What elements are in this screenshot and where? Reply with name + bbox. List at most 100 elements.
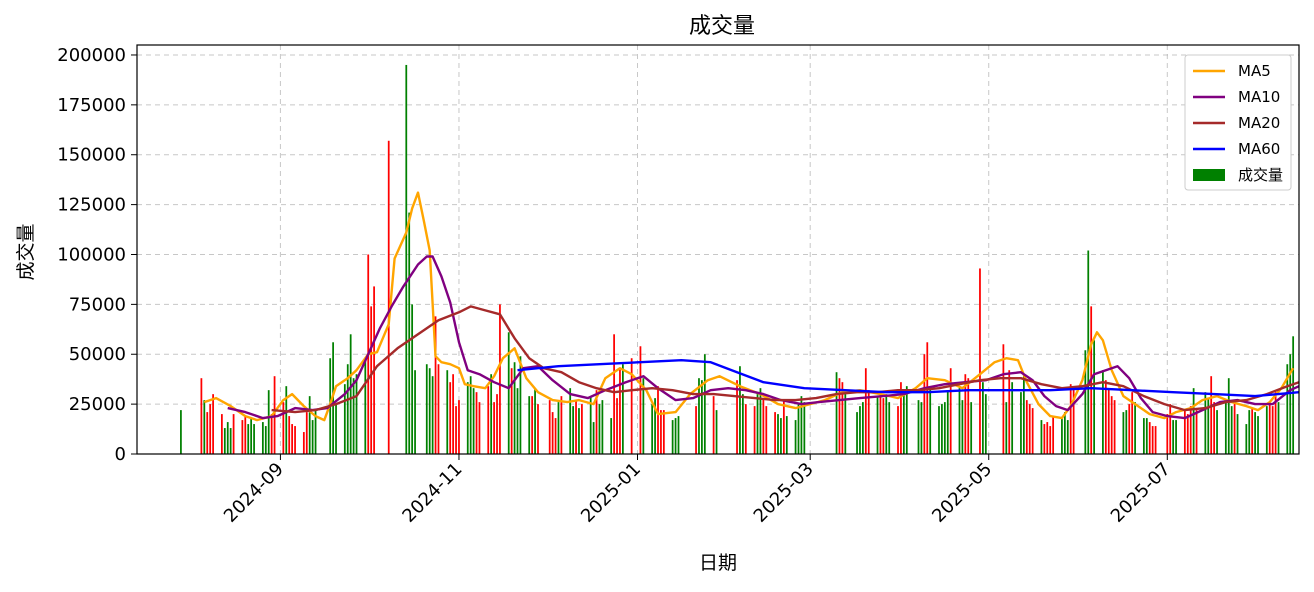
volume-bar	[1002, 344, 1005, 454]
volume-bar	[270, 414, 273, 454]
volume-bar	[335, 404, 337, 454]
volume-bar	[774, 412, 776, 454]
volume-bar	[223, 428, 226, 454]
volume-bar	[548, 400, 551, 454]
volume-bar	[1020, 392, 1022, 454]
volume-bar	[452, 374, 454, 454]
volume-bar	[879, 392, 882, 454]
volume-bar	[581, 404, 583, 454]
volume-bar	[405, 64, 408, 454]
volume-bar	[1022, 374, 1025, 454]
volume-bar	[232, 414, 235, 454]
volume-bar	[554, 418, 557, 454]
volume-bar	[660, 410, 662, 454]
volume-bar	[1066, 420, 1069, 454]
volume-bar	[516, 388, 519, 454]
x-tick-label: 2025-05	[928, 459, 996, 527]
volume-bar	[1025, 400, 1028, 454]
volume-bar	[946, 390, 949, 454]
volume-bar	[838, 378, 841, 454]
volume-bar	[712, 396, 715, 454]
volume-bar	[1245, 424, 1248, 454]
plot-frame	[136, 44, 1300, 455]
volume-bar	[662, 410, 665, 454]
volume-bar	[200, 378, 203, 454]
volume-bar	[1005, 402, 1008, 454]
volume-bar	[943, 402, 946, 454]
grid-layer	[137, 45, 1299, 455]
volume-bar	[844, 394, 847, 454]
volume-bar	[528, 396, 531, 454]
volume-bar	[241, 420, 244, 454]
volume-bar	[244, 416, 247, 454]
volume-bar	[267, 390, 270, 454]
volume-bar	[1216, 410, 1218, 454]
y-tick-label: 0	[115, 444, 126, 465]
volume-bar	[1166, 414, 1169, 454]
volume-bar	[428, 368, 431, 454]
volume-bar	[841, 382, 844, 454]
volume-bar	[308, 396, 311, 454]
x-tick-label: 2025-07	[1107, 459, 1175, 527]
volume-bar	[859, 406, 861, 454]
x-tick-label: 2024-09	[220, 459, 288, 527]
volume-bar	[1189, 406, 1192, 454]
volume-bar	[487, 386, 490, 454]
volume-bar	[285, 386, 288, 454]
volume-bar	[1169, 404, 1172, 454]
volume-bar	[785, 416, 788, 454]
volume-bar	[642, 378, 645, 454]
volume-bar	[507, 332, 510, 454]
volume-bar	[1195, 410, 1198, 454]
volume-bar	[209, 404, 212, 454]
volume-bar	[905, 386, 908, 454]
volume-bar	[560, 396, 563, 454]
volume-bar	[510, 368, 513, 454]
volume-bar	[958, 388, 961, 454]
volume-bar	[862, 402, 864, 454]
volume-bar	[759, 388, 762, 454]
chart-title: 成交量	[689, 14, 755, 39]
volume-bar	[777, 414, 779, 454]
volume-bar	[888, 402, 891, 454]
volume-bar	[1031, 408, 1034, 454]
volume-bar	[756, 392, 759, 454]
volume-bar	[1192, 388, 1195, 454]
volume-bar	[961, 400, 964, 454]
volume-bar	[212, 394, 214, 454]
volume-bar	[703, 354, 706, 454]
legend-label-ma5: MA5	[1238, 62, 1271, 80]
volume-bar	[1224, 400, 1227, 454]
volume-bar	[742, 394, 744, 454]
y-axis-title: 成交量	[15, 223, 37, 280]
x-tick-label: 2025-03	[750, 459, 818, 527]
volume-bar	[1011, 382, 1014, 454]
volume-bar	[674, 418, 677, 454]
volume-bar	[1186, 414, 1189, 454]
legend-label-ma60: MA60	[1238, 140, 1280, 158]
volume-bar	[1254, 412, 1256, 454]
volume-bar	[346, 364, 349, 454]
volume-bar	[882, 398, 885, 454]
volume-bar	[897, 406, 899, 454]
volume-bar	[780, 418, 782, 454]
volume-bar	[408, 212, 411, 454]
volume-bar	[592, 422, 595, 454]
volume-bar	[282, 402, 285, 454]
volume-bar	[1289, 354, 1292, 454]
volume-bar	[967, 378, 970, 454]
volume-bar	[782, 400, 785, 454]
volume-bar	[1230, 406, 1233, 454]
volume-bar	[455, 406, 457, 454]
volume-bar	[302, 432, 305, 454]
volume-bar	[1084, 350, 1087, 454]
volume-bar	[630, 358, 633, 454]
volume-bar	[1008, 370, 1011, 454]
volume-bar	[1043, 424, 1046, 454]
y-tick-label: 50000	[69, 344, 126, 365]
volume-bar	[1251, 408, 1254, 454]
volume-bar	[1204, 392, 1207, 454]
volume-bar	[253, 424, 255, 454]
volume-bar	[1125, 410, 1128, 454]
line-ma20	[271, 305, 1300, 414]
